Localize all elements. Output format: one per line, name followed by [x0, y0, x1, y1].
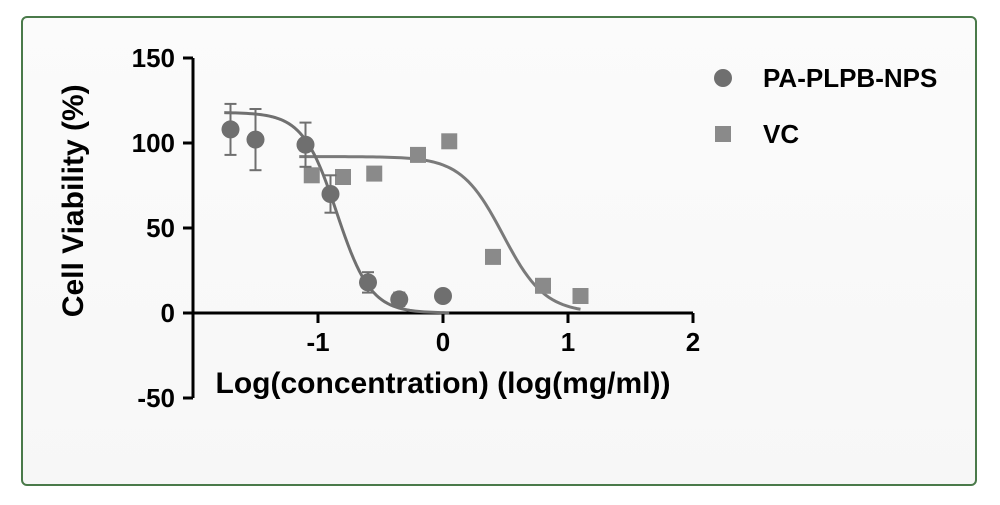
- pa-series: [222, 104, 453, 309]
- chart-svg: -1 0 1 2 -50 0 50 100 150 Log(concentration) (log…: [23, 18, 979, 488]
- vc-point: [410, 147, 426, 163]
- y-ticks: -50 0 50 100 150: [132, 43, 193, 413]
- legend: PA-PLPB-NPS VC: [714, 63, 937, 149]
- pa-point: [322, 185, 340, 203]
- vc-point: [366, 166, 382, 182]
- legend-marker-vc: [715, 126, 731, 142]
- x-tick-label: 1: [561, 327, 575, 357]
- pa-point: [434, 287, 452, 305]
- vc-point: [485, 249, 501, 265]
- y-tick-label: 150: [132, 43, 175, 73]
- vc-point: [304, 167, 320, 183]
- y-tick-label: 50: [146, 213, 175, 243]
- x-tick-label: 0: [436, 327, 450, 357]
- pa-point: [222, 120, 240, 138]
- chart-frame: -1 0 1 2 -50 0 50 100 150 Log(concentration) (log…: [21, 16, 977, 486]
- vc-series: [304, 133, 589, 304]
- legend-marker-pa: [714, 69, 732, 87]
- legend-label-pa: PA-PLPB-NPS: [763, 63, 937, 93]
- pa-point: [247, 131, 265, 149]
- vc-point: [573, 288, 589, 304]
- x-tick-label: -1: [306, 327, 329, 357]
- y-tick-label: 0: [161, 298, 175, 328]
- vc-point: [441, 133, 457, 149]
- chart: -1 0 1 2 -50 0 50 100 150 Log(concentration) (log…: [23, 18, 975, 484]
- pa-point: [390, 290, 408, 308]
- legend-label-vc: VC: [763, 119, 799, 149]
- x-tick-label: 2: [686, 327, 700, 357]
- pa-point: [359, 273, 377, 291]
- vc-point: [535, 278, 551, 294]
- x-axis-label: Log(concentration) (log(mg/ml)): [216, 367, 671, 400]
- x-ticks: -1 0 1 2: [306, 313, 700, 357]
- y-tick-label: -50: [137, 383, 175, 413]
- y-axis-label: Cell Viability (%): [57, 84, 90, 317]
- pa-point: [297, 136, 315, 154]
- y-tick-label: 100: [132, 128, 175, 158]
- vc-point: [335, 169, 351, 185]
